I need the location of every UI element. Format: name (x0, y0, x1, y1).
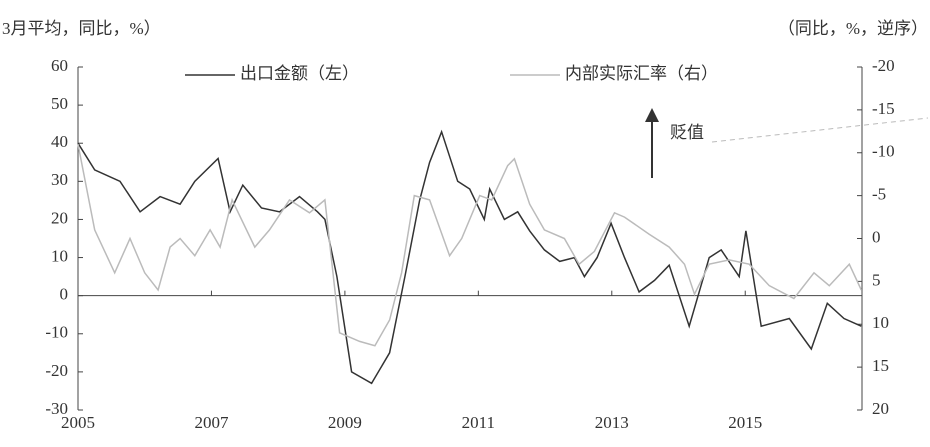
x-tick-label: 2013 (595, 413, 629, 432)
y2-tick-label: 5 (872, 270, 881, 289)
series-line (77, 129, 862, 385)
y2-tick-label: -10 (872, 142, 895, 161)
y-tick-label: 10 (51, 246, 68, 265)
y-tick-label: 60 (51, 56, 68, 75)
y2-tick-label: 20 (872, 399, 889, 418)
x-tick-label: 2011 (462, 413, 495, 432)
y2-tick-label: 0 (872, 227, 881, 246)
annotation: 贬值 (670, 123, 704, 142)
y-tick-label: 0 (60, 285, 69, 304)
y-tick-label: -30 (45, 399, 68, 418)
annotation-arrowhead (645, 108, 659, 122)
x-tick-label: 2007 (194, 413, 229, 432)
y-tick-label: 30 (51, 170, 68, 189)
x-tick-label: 2015 (728, 413, 762, 432)
y-tick-label: -10 (45, 323, 68, 342)
series-line (77, 144, 862, 347)
annotation-leader (711, 117, 929, 143)
x-tick-label: 2005 (61, 413, 95, 432)
x-tick-label: 2009 (328, 413, 362, 432)
y2-tick-label: -5 (872, 185, 886, 204)
y2-tick-label: -15 (872, 99, 895, 118)
y-tick-label: 40 (51, 132, 68, 151)
right-axis-title: （同比，%，逆序） (778, 19, 928, 38)
y-tick-label: 20 (51, 208, 68, 227)
y-tick-label: 50 (51, 94, 68, 113)
left-axis-title: 3月平均，同比，%） (2, 19, 161, 38)
y2-tick-label: 15 (872, 356, 889, 375)
y2-tick-label: -20 (872, 56, 895, 75)
legend-label: 内部实际汇率（右） (565, 64, 718, 83)
legend-label: 出口金额（左） (240, 64, 359, 83)
y-tick-label: -20 (45, 361, 68, 380)
y2-tick-label: 10 (872, 313, 889, 332)
